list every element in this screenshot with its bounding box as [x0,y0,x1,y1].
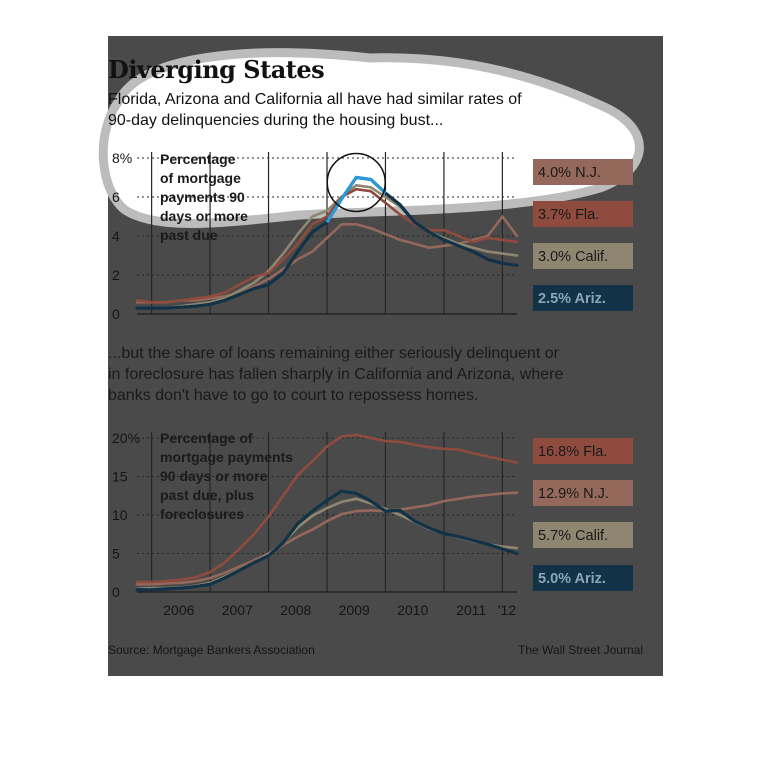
note-line-1: ...but the share of loans remaining eith… [108,345,559,362]
series-line-nj [135,491,519,586]
series-label-box-fla [533,201,633,227]
series-label-box-ariz [533,285,633,311]
note-line-2: in foreclosure has fallen sharply in Cal… [108,366,564,383]
top-y-tick-label: 8% [112,150,132,166]
top-description-line: days or more [160,208,248,224]
series-label-fla: 3.7% Fla. [538,207,599,223]
bottom-description-line: mortgage payments [160,449,294,465]
x-tick-label: 2006 [163,602,194,618]
top-description-line: Percentage [160,151,236,167]
series-label-fla: 16.8% Fla. [538,444,607,460]
x-tick-label: 2007 [222,602,253,618]
x-tick-label: 2011 [456,602,486,618]
top-chart-description: Percentage of mortgage payments 90 days … [160,150,248,245]
series-label-box-nj [533,159,633,185]
series-label-nj: 4.0% N.J. [538,165,601,181]
series-label-calif: 5.7% Calif. [538,528,608,544]
series-label-box-ariz [533,565,633,591]
series-line-fla [135,433,519,584]
x-tick-label: 2009 [339,602,370,618]
top-chart: 8% 6 4 2 0 4.0% N.J. 3.7% Fla. 3.0% Calif. 2.5% … [112,150,633,322]
intro-line-1: Florida, Arizona and California all have… [108,91,522,108]
bottom-description-line: 90 days or more [160,468,268,484]
peak-highlight-line [325,175,387,224]
top-y-tick-label: 2 [112,267,120,283]
x-tick-label: 2010 [397,602,428,618]
bottom-y-tick-label: 5 [112,546,120,562]
bottom-chart-description: Percentage of mortgage payments 90 days … [160,429,293,524]
bottom-description-line: Percentage of [160,430,253,446]
x-tick-label: 2008 [280,602,311,618]
series-label-box-calif [533,243,633,269]
intro-line-2: 90-day delinquencies during the housing … [108,112,444,129]
series-line-calif [135,184,519,310]
peak-highlight-circle [326,152,386,213]
series-label-nj: 12.9% N.J. [538,486,609,502]
bottom-y-tick-label: 0 [112,584,120,600]
credit-line: The Wall Street Journal [518,643,643,657]
top-y-tick-label: 6 [112,189,120,205]
series-label-ariz: 2.5% Ariz. [538,291,606,307]
note-line-3: banks don't have to go to court to repos… [108,387,479,404]
bottom-chart: 20% 15 10 5 0 16.8% Fla. 12.9% N.J. 5.7% Calif.… [112,430,633,618]
top-description-line: of mortgage [160,170,241,186]
bottom-y-tick-label: 10 [112,507,128,523]
series-label-box-fla [533,438,633,464]
top-description-line: past due [160,227,218,243]
series-line-ariz [135,489,519,592]
top-y-tick-label: 4 [112,228,120,244]
source-note: Source: Mortgage Bankers Association [108,643,315,657]
page-title: Diverging States [108,55,325,84]
bottom-description-line: foreclosures [160,506,245,522]
series-label-box-nj [533,480,633,506]
series-label-calif: 3.0% Calif. [538,249,608,265]
top-description-line: payments 90 [160,189,245,205]
top-y-tick-label: 0 [112,306,120,322]
series-line-fla [135,187,519,304]
series-label-box-calif [533,522,633,548]
series-label-ariz: 5.0% Ariz. [538,571,606,587]
x-tick-label: '12 [498,602,516,618]
bottom-y-tick-label: 20% [112,430,140,446]
bottom-description-line: past due, plus [160,487,255,503]
bottom-y-tick-label: 15 [112,469,128,485]
